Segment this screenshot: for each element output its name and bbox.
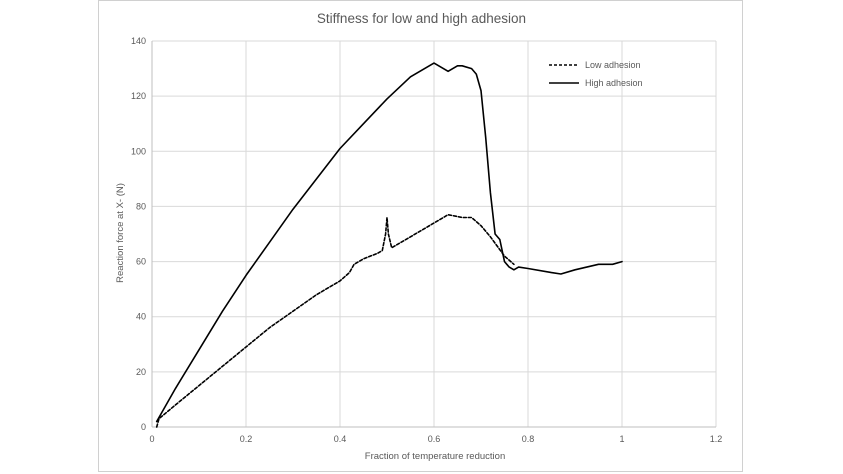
series-line-low-adhesion: [155, 213, 515, 428]
y-tick-label: 60: [136, 257, 146, 267]
axes: 0 0.2 0.4 0.6 0.8 1 1.2 0 20 40 60 80 100 120 140: [131, 36, 722, 444]
legend: Low adhesion High adhesion: [549, 60, 643, 88]
legend-label-low-adhesion: Low adhesion: [585, 60, 641, 70]
y-tick-label: 120: [131, 91, 146, 101]
line-chart: 0 0.2 0.4 0.6 0.8 1 1.2 0 20 40 60 80 100 120 140 Stif…: [115, 11, 722, 462]
x-tick-label: 0.8: [522, 434, 535, 444]
x-tick-label: 0.2: [240, 434, 253, 444]
x-tick-label: 1.2: [710, 434, 723, 444]
y-tick-label: 140: [131, 36, 146, 46]
y-tick-label: 0: [141, 422, 146, 432]
y-tick-label: 80: [136, 201, 146, 211]
series-line-high-adhesion: [155, 62, 623, 423]
x-axis-label: Fraction of temperature reduction: [365, 451, 505, 462]
x-tick-label: 1: [619, 434, 624, 444]
y-tick-label: 20: [136, 367, 146, 377]
y-tick-label: 40: [136, 312, 146, 322]
gridlines: [152, 40, 717, 427]
chart-title: Stiffness for low and high adhesion: [317, 11, 526, 26]
legend-label-high-adhesion: High adhesion: [585, 78, 643, 88]
chart-frame: 0 0.2 0.4 0.6 0.8 1 1.2 0 20 40 60 80 100 120 140 Stif…: [98, 0, 743, 472]
x-tick-label: 0.4: [334, 434, 347, 444]
y-tick-label: 100: [131, 146, 146, 156]
x-tick-label: 0.6: [428, 434, 441, 444]
series: [155, 62, 623, 428]
y-axis-label: Reaction force at X- (N): [115, 183, 126, 283]
x-tick-label: 0: [149, 434, 154, 444]
